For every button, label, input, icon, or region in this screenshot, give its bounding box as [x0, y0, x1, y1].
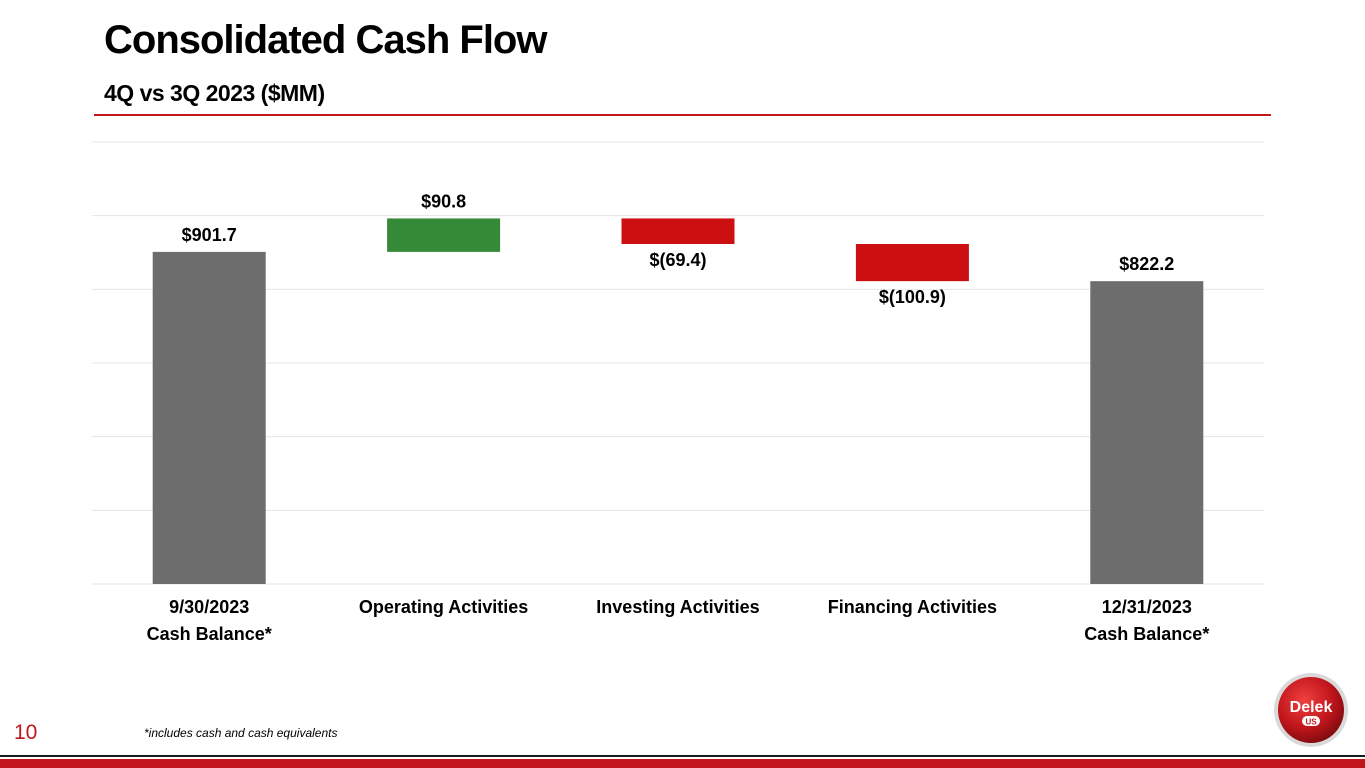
bar-1 [152, 251, 266, 584]
footer-line [0, 755, 1365, 757]
category-label: 12/31/2023 [1102, 597, 1192, 617]
category-label: 9/30/2023 [169, 597, 249, 617]
data-label: $901.7 [182, 225, 237, 245]
title-divider [94, 114, 1271, 116]
data-label: $822.2 [1119, 254, 1174, 274]
category-label: Financing Activities [828, 597, 997, 617]
page-number: 10 [14, 721, 38, 744]
data-label: $(100.9) [879, 287, 946, 307]
category-label: Operating Activities [359, 597, 528, 617]
data-label: $90.8 [421, 191, 466, 211]
waterfall-chart: $901.7 $90.8 $(69.4) $(100.9) $822.2 9/30/202… [92, 141, 1264, 644]
bar-4 [855, 243, 969, 282]
data-label: $(69.4) [649, 250, 706, 270]
category-label: Investing Activities [596, 597, 759, 617]
bar-3 [621, 218, 735, 244]
footer-bar [0, 759, 1365, 768]
page-title: Consolidated Cash Flow [104, 18, 547, 62]
footnote: *includes cash and cash equivalents [144, 726, 338, 740]
bar-2 [387, 218, 501, 252]
page-subtitle: 4Q vs 3Q 2023 ($MM) [104, 80, 325, 106]
category-label: Cash Balance* [147, 624, 272, 644]
bar-5 [1090, 281, 1204, 584]
delek-logo-icon: Delek US [1274, 673, 1348, 747]
logo-subtext: US [1305, 718, 1317, 727]
category-label: Cash Balance* [1084, 624, 1209, 644]
logo-text: Delek [1290, 699, 1333, 716]
